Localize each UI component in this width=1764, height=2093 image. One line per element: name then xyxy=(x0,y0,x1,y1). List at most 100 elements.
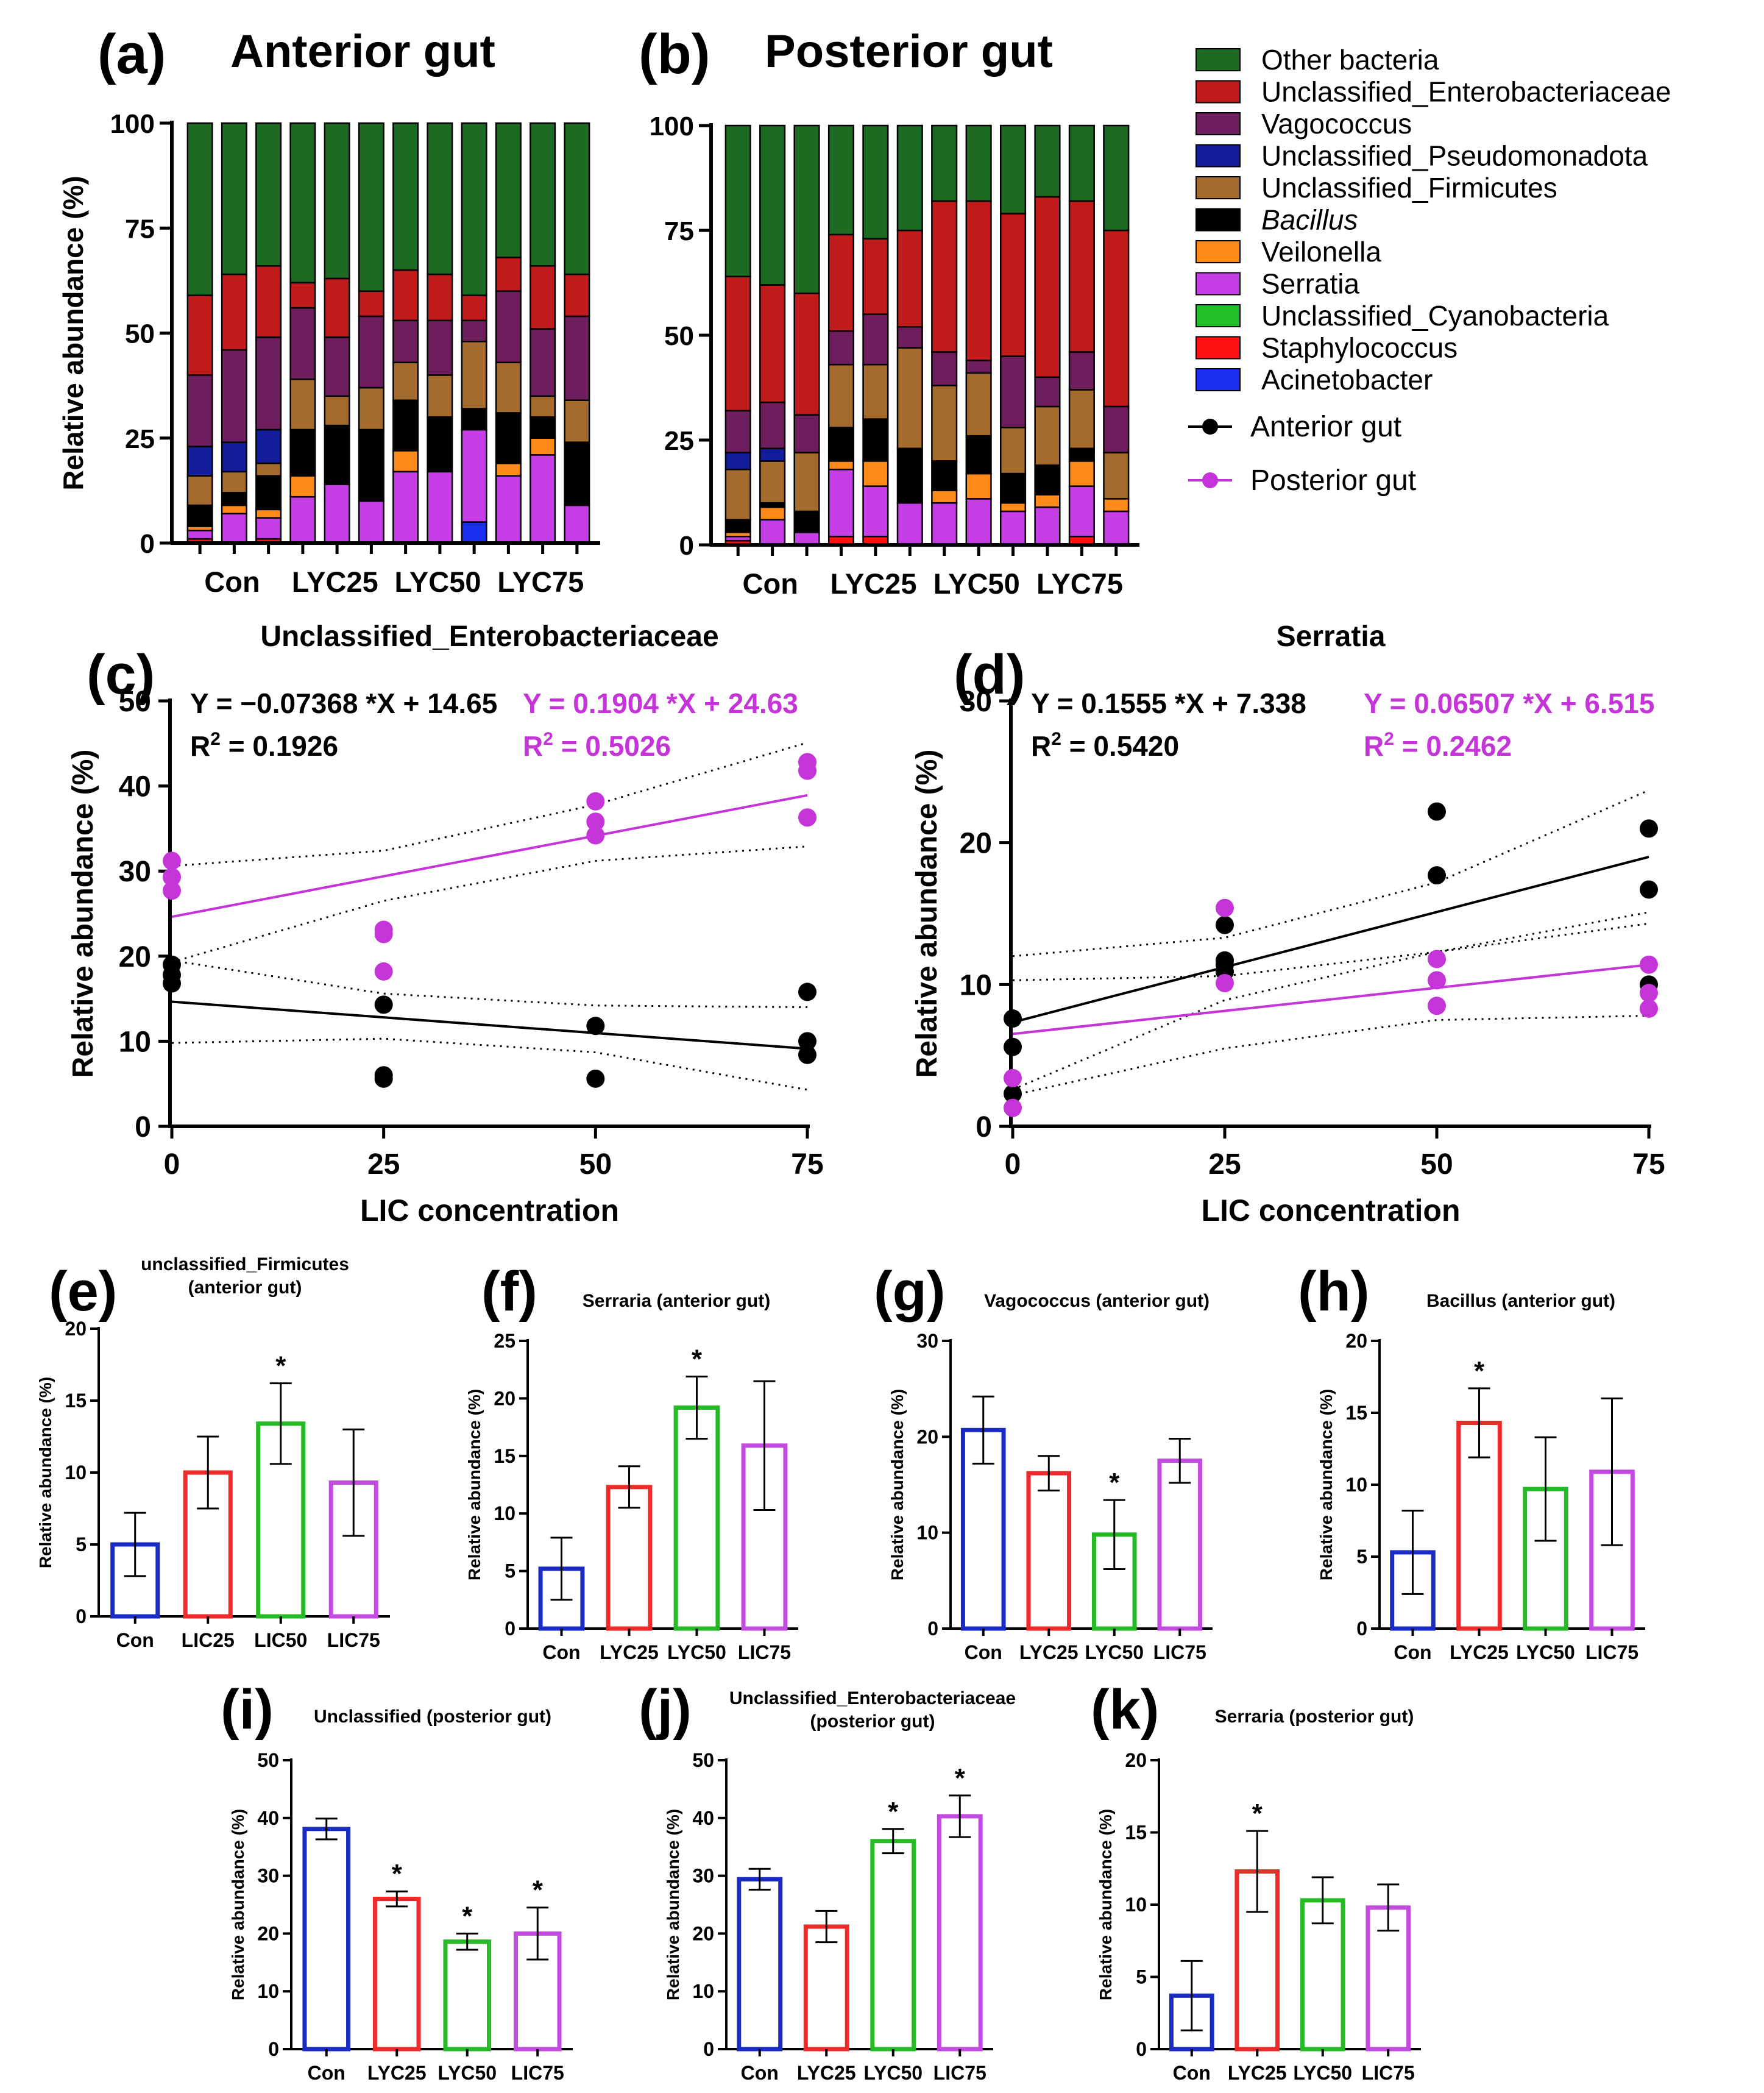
stack-segment-unclassified-firmicutes xyxy=(461,341,487,410)
stack-segment-unclassified-enterobacteriaceae xyxy=(530,265,556,330)
scatter-point xyxy=(1004,1009,1022,1028)
category-label: LYC25 xyxy=(600,1641,659,1663)
stack-segment-bacillus xyxy=(999,472,1027,504)
panel-label: (i) xyxy=(221,1679,274,1741)
chart-title: Unclassified_Enterobacteriaceae xyxy=(729,1688,1016,1708)
stack-segment-serratia xyxy=(931,502,958,546)
stack-segment-unclassified-enterobacteriaceae xyxy=(495,257,522,292)
y-tick-label: 30 xyxy=(960,686,992,718)
y-tick-label: 0 xyxy=(679,531,694,561)
stack-segment-vagococcus xyxy=(965,360,992,374)
legend-swatch-veilonella xyxy=(1195,240,1241,263)
stack-segment-bacillus xyxy=(392,399,419,452)
stack-segment-other-bacteria xyxy=(896,124,923,232)
stack-segment-unclassified-enterobacteriaceae xyxy=(724,275,751,412)
stack-segment-unclassified-enterobacteriaceae xyxy=(186,294,213,376)
stack-segment-unclassified-firmicutes xyxy=(289,378,316,431)
stack-segment-unclassified-enterobacteriaceae xyxy=(427,273,453,322)
stack-segment-vagococcus xyxy=(759,401,786,450)
chart-subtitle: (anterior gut) xyxy=(188,1277,302,1298)
regression-equation: Y = 0.1555 *X + 7.338 xyxy=(1031,688,1306,719)
bar xyxy=(443,1939,492,2052)
legend-swatch-staphylococcus xyxy=(1195,336,1241,360)
significance-marker: * xyxy=(1109,1468,1120,1498)
scatter-point xyxy=(163,974,181,993)
scatter-chart-c: 0 10 20 30 40 50 0 25 50 75 Y = −0.07368 *X + 14.6… xyxy=(67,620,824,1228)
scatter-point xyxy=(586,1069,605,1088)
category-label: LIC50 xyxy=(254,1629,307,1651)
y-tick-label: 75 xyxy=(664,216,694,246)
group-label: LYC50 xyxy=(933,567,1020,600)
r-squared-label: R2 = 0.2462 xyxy=(1364,729,1512,762)
stack-segment-veilonella xyxy=(1103,498,1130,513)
stack-segment-unclassified-enterobacteriaceae xyxy=(965,200,992,361)
stack-segment-unclassified-firmicutes xyxy=(186,475,213,506)
category-label: Con xyxy=(1173,2062,1211,2084)
stack-segment-serratia xyxy=(186,530,213,540)
stack-segment-other-bacteria xyxy=(221,122,247,275)
ci-band-lower xyxy=(171,1037,808,1091)
bar xyxy=(737,1877,783,2052)
stack-segment-unclassified-enterobacteriaceae xyxy=(896,229,923,328)
stack-segment-veilonella xyxy=(1034,494,1061,508)
scatter-point xyxy=(374,962,393,981)
bar xyxy=(302,1827,351,2052)
y-tick-label: 10 xyxy=(119,1026,151,1058)
stack-segment-bacillus xyxy=(495,412,522,464)
y-tick-label: 25 xyxy=(125,424,155,454)
stack-segment-unclassified-enterobacteriaceae xyxy=(1103,229,1130,408)
y-tick-label: 5 xyxy=(1136,1966,1147,1988)
y-tick-label: 20 xyxy=(960,828,992,860)
stack-segment-other-bacteria xyxy=(530,122,556,267)
regression-line xyxy=(171,794,808,919)
stack-segment-serratia xyxy=(793,531,820,546)
group-label: LYC75 xyxy=(497,566,584,598)
stacked-bar-chart-a: 0 25 50 75 100 Con LYC25 LYC50 LYC75 Anterior gut… xyxy=(57,23,600,598)
scatter-point xyxy=(163,881,181,900)
stack-segment-vagococcus xyxy=(324,336,350,397)
legend-swatch-vagococcus xyxy=(1195,112,1241,135)
y-tick-label: 40 xyxy=(257,1807,279,1829)
stack-segment-vagococcus xyxy=(999,355,1027,428)
panel-label: (d) xyxy=(954,644,1025,706)
stack-segment-serratia xyxy=(358,500,384,544)
stack-segment-other-bacteria xyxy=(1034,124,1061,198)
stack-segment-unclassified-firmicutes xyxy=(999,427,1027,475)
group-label: LYC25 xyxy=(831,567,917,600)
stack-segment-unclassified-firmicutes xyxy=(392,361,419,401)
y-tick-label: 30 xyxy=(692,1865,714,1887)
stack-segment-bacillus xyxy=(324,424,350,485)
stack-segment-unclassified-pseudomonadota xyxy=(221,441,247,473)
regression-equation: Y = 0.06507 *X + 6.515 xyxy=(1364,688,1654,719)
category-label: LIC75 xyxy=(1585,1641,1638,1663)
stack-segment-vagococcus xyxy=(827,330,855,366)
r-squared-value: = 0.5026 xyxy=(553,730,671,762)
stack-segment-vagococcus xyxy=(530,328,556,397)
legend-label: Acinetobacter xyxy=(1261,364,1433,396)
legend-series-marker xyxy=(1202,472,1218,488)
bar-chart-h: 0 5 10 15 20 Con * LYC25 LYC50 LIC75 Relative abun… xyxy=(1298,1260,1645,1663)
y-tick-label: 50 xyxy=(257,1749,279,1771)
legend-label: Staphylococcus xyxy=(1261,332,1458,364)
stack-segment-vagococcus xyxy=(289,307,316,380)
y-tick-label: 20 xyxy=(916,1426,938,1448)
stack-segment-bacillus xyxy=(289,428,316,477)
y-tick-label: 15 xyxy=(65,1390,87,1412)
stack-segment-unclassified-enterobacteriaceae xyxy=(289,282,316,309)
bar xyxy=(673,1405,720,1631)
panel-label: (g) xyxy=(874,1260,945,1323)
ci-band-lower xyxy=(1012,1015,1649,1096)
scatter-chart-d: 0 10 20 30 0 25 50 75 Y = 0.1555 *X + 7.338 R2 = … xyxy=(911,620,1665,1228)
stack-segment-veilonella xyxy=(999,502,1027,513)
scatter-point xyxy=(1004,1037,1022,1056)
stack-segment-serratia xyxy=(1103,510,1130,546)
bar-chart-k: 0 5 10 15 20 Con * LYC25 LYC50 LIC75 Relative abun… xyxy=(1091,1679,1421,2084)
y-tick-label: 30 xyxy=(257,1865,279,1887)
chart-title: Posterior gut xyxy=(765,26,1053,77)
x-tick-label: 50 xyxy=(579,1148,612,1181)
y-axis-title: Relative abundance (%) xyxy=(228,1809,247,2000)
regression-line xyxy=(1012,963,1649,1036)
y-tick-label: 20 xyxy=(1345,1330,1367,1352)
legend-label: Unclassified_Firmicutes xyxy=(1261,172,1557,204)
stack-segment-unclassified-firmicutes xyxy=(1034,405,1061,466)
